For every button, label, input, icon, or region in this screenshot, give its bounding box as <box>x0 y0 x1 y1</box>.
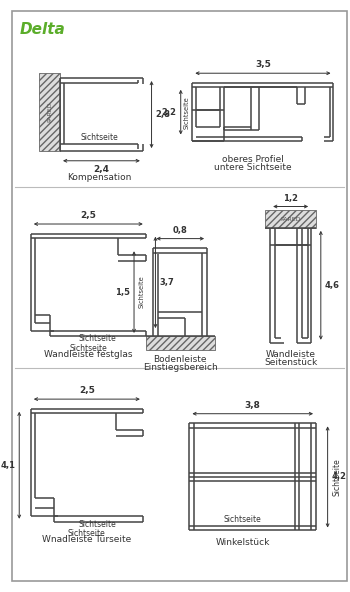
Text: 0,8: 0,8 <box>173 226 188 234</box>
Text: 3,7: 3,7 <box>159 278 174 287</box>
Text: Sichtseite: Sichtseite <box>78 334 116 343</box>
Text: PARED: PARED <box>280 217 301 221</box>
Bar <box>146 336 215 349</box>
Text: 2,5: 2,5 <box>80 211 96 220</box>
Bar <box>39 73 60 151</box>
Text: untere Sichtseite: untere Sichtseite <box>215 163 292 172</box>
Text: 2,5: 2,5 <box>79 386 95 395</box>
Text: Sichtseite: Sichtseite <box>139 276 145 308</box>
Text: Einstiegsbereich: Einstiegsbereich <box>143 363 218 372</box>
Text: 2,8: 2,8 <box>155 110 170 119</box>
Text: Sichtseite: Sichtseite <box>183 96 190 128</box>
Text: oberes Profiel: oberes Profiel <box>222 155 284 164</box>
Text: Winkelstück: Winkelstück <box>216 538 270 547</box>
Text: Kompensation: Kompensation <box>67 173 131 182</box>
Text: Sichtseite: Sichtseite <box>69 344 107 353</box>
Text: Sichtseite: Sichtseite <box>333 458 342 496</box>
Text: 3,8: 3,8 <box>245 401 261 410</box>
Text: 1,2: 1,2 <box>283 194 298 202</box>
Text: 2,4: 2,4 <box>93 165 110 173</box>
Text: Wnadleiste Türseite: Wnadleiste Türseite <box>42 535 132 544</box>
Bar <box>265 210 316 228</box>
Text: Sichtseite: Sichtseite <box>223 514 261 524</box>
Text: Bodenleiste: Bodenleiste <box>154 355 207 364</box>
Text: 3,5: 3,5 <box>255 60 271 69</box>
Text: 4,1: 4,1 <box>0 461 15 470</box>
Text: PARED: PARED <box>47 102 52 123</box>
Text: Sichtseite: Sichtseite <box>80 133 118 142</box>
Text: 1,5: 1,5 <box>115 288 130 297</box>
Text: 2,2: 2,2 <box>162 108 177 117</box>
Text: Wandleiste: Wandleiste <box>266 350 316 359</box>
Text: 4,6: 4,6 <box>325 281 340 290</box>
Text: Delta: Delta <box>19 22 65 37</box>
Text: Seitenstück: Seitenstück <box>264 358 317 367</box>
Text: 4,2: 4,2 <box>331 472 346 481</box>
Text: Sichtseite: Sichtseite <box>78 520 116 529</box>
Text: Wandleiste festglas: Wandleiste festglas <box>44 350 133 359</box>
Text: Sichtseite: Sichtseite <box>68 529 106 538</box>
